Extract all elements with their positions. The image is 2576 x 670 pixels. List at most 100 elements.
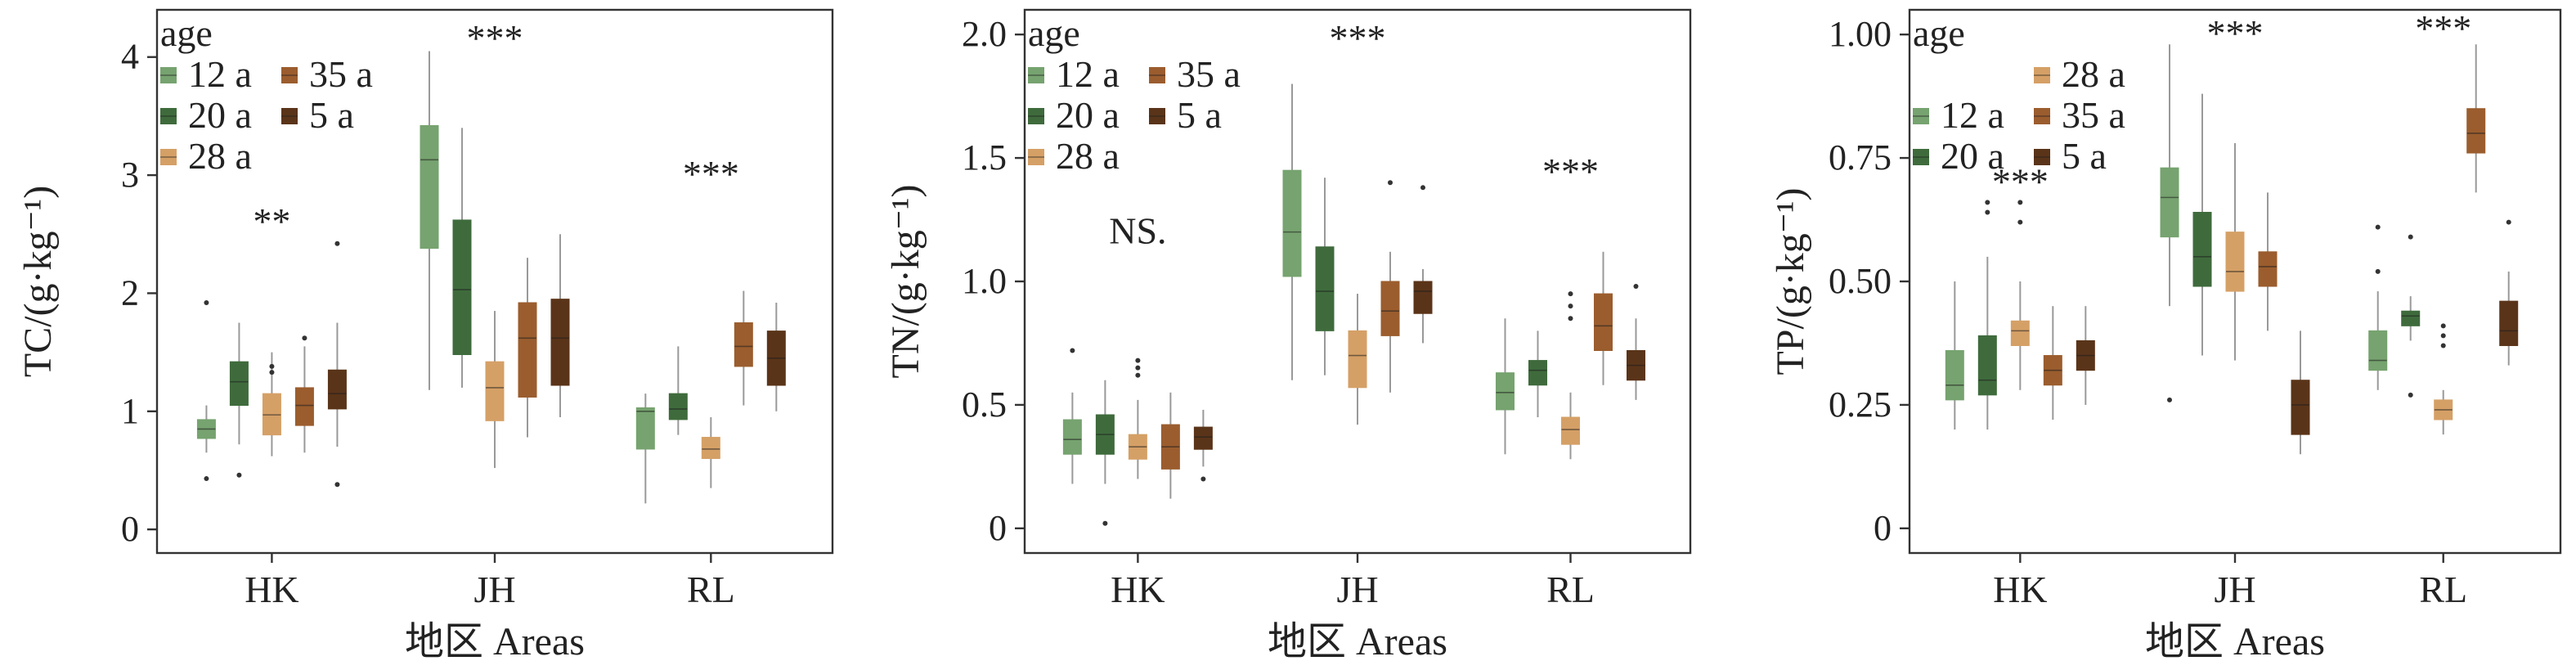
box-35a-JH	[518, 258, 537, 438]
legend-item: 20 a	[1028, 94, 1120, 136]
outlier-point	[2440, 323, 2446, 329]
significance-label: ***	[1992, 160, 2049, 202]
box-body	[229, 361, 249, 407]
box-5a-RL	[2499, 219, 2519, 366]
box-12a-JH	[420, 51, 439, 390]
box-35a-JH	[1380, 180, 1400, 393]
legend-label: 5 a	[2062, 135, 2107, 177]
legend-item: 28 a	[2034, 53, 2125, 95]
legend-item: 5 a	[1149, 94, 1222, 136]
legend-label: 20 a	[188, 94, 252, 136]
box-35a-RL	[1593, 251, 1613, 385]
outlier-point	[2408, 234, 2413, 240]
box-body	[1193, 426, 1213, 450]
box-12a-HK	[1945, 281, 1964, 430]
box-body	[2258, 251, 2278, 287]
box-20a-RL	[1528, 331, 1547, 417]
plot-frame	[1023, 8, 1692, 555]
x-tick-label: RL	[687, 569, 735, 610]
box-body	[1528, 360, 1547, 386]
x-tick-label: JH	[473, 569, 515, 610]
box-body	[485, 361, 505, 421]
y-tick-label: 1.00	[1829, 14, 1892, 54]
outlier-point	[1135, 372, 1141, 378]
x-tick-label: HK	[1993, 569, 2047, 610]
legend-item: 12 a	[1913, 94, 2004, 136]
y-axis-label: TN/(g·kg⁻¹)	[884, 185, 927, 379]
legend-title: age	[1028, 12, 1080, 54]
y-tick-label: 3	[121, 155, 139, 195]
legend-title: age	[160, 12, 213, 54]
box-body	[1593, 293, 1613, 352]
outlier-point	[1985, 209, 1990, 215]
y-tick-label: 0.5	[962, 384, 1007, 425]
box-28a-JH	[2225, 142, 2245, 361]
box-body	[2010, 320, 2030, 346]
box-body	[1413, 281, 1433, 314]
box-12a-RL	[635, 393, 655, 504]
box-5a-RL	[1626, 284, 1645, 400]
box-28a-HK	[1128, 357, 1147, 479]
box-body	[2368, 330, 2388, 371]
x-tick-label: JH	[2214, 569, 2255, 610]
box-body	[2192, 211, 2212, 287]
outlier-point	[334, 241, 340, 246]
legend-label: 12 a	[188, 53, 252, 95]
outlier-point	[302, 335, 307, 341]
outlier-point	[1568, 291, 1573, 297]
significance-label: ***	[2207, 12, 2264, 54]
box-28a-JH	[485, 311, 505, 469]
legend-label: 5 a	[1177, 94, 1222, 136]
box-12a-RL	[2368, 224, 2388, 390]
legend-label: 28 a	[1056, 135, 1120, 177]
box-body	[1560, 416, 1580, 445]
box-body	[2499, 300, 2519, 346]
legend-item: 35 a	[281, 53, 373, 95]
outlier-point	[2506, 219, 2511, 225]
y-tick-label: 4	[121, 37, 139, 77]
box-body	[327, 369, 347, 410]
y-tick-label: 0.25	[1829, 384, 1892, 425]
y-tick-label: 1	[121, 391, 139, 431]
box-28a-RL	[701, 417, 720, 488]
legend-title: age	[1913, 12, 1965, 54]
outlier-point	[204, 299, 209, 305]
y-axis-label: TC/(g·kg⁻¹)	[16, 186, 60, 377]
legend-label: 35 a	[1177, 53, 1241, 95]
box-body	[294, 387, 314, 426]
legend: age 28 a 12 a 35 a 20 a 5 a	[1913, 12, 2125, 177]
box-35a-JH	[2258, 192, 2278, 331]
box-28a-HK	[262, 352, 281, 456]
outlier-point	[1568, 316, 1573, 322]
x-tick-label: JH	[1336, 569, 1378, 610]
box-5a-HK	[1193, 409, 1213, 482]
box-body	[668, 393, 688, 420]
box-5a-JH	[1413, 185, 1433, 344]
box-body	[701, 437, 720, 460]
box-20a-HK	[1095, 380, 1115, 526]
x-tick-label: HK	[1111, 569, 1165, 610]
box-20a-JH	[452, 128, 472, 388]
x-axis-label: 地区 Areas	[1268, 620, 1447, 663]
x-axis-label: 地区 Areas	[2145, 620, 2325, 663]
box-body	[452, 219, 472, 355]
legend-item: 20 a	[1913, 135, 2004, 177]
significance-label: ***	[2415, 7, 2471, 49]
legend-label: 28 a	[188, 135, 252, 177]
box-12a-RL	[1495, 318, 1515, 455]
box-body	[2401, 310, 2421, 326]
box-12a-HK	[196, 299, 216, 482]
outlier-point	[1102, 520, 1108, 526]
x-tick-label: RL	[2419, 569, 2467, 610]
y-tick-label: 0	[989, 508, 1007, 548]
box-body	[550, 299, 570, 386]
y-tick-label: 1.5	[962, 137, 1007, 178]
box-35a-RL	[2466, 44, 2486, 193]
outlier-point	[1568, 304, 1573, 309]
legend-item: 28 a	[1028, 135, 1120, 177]
significance-label: ***	[683, 153, 739, 195]
box-28a-JH	[1348, 294, 1367, 425]
